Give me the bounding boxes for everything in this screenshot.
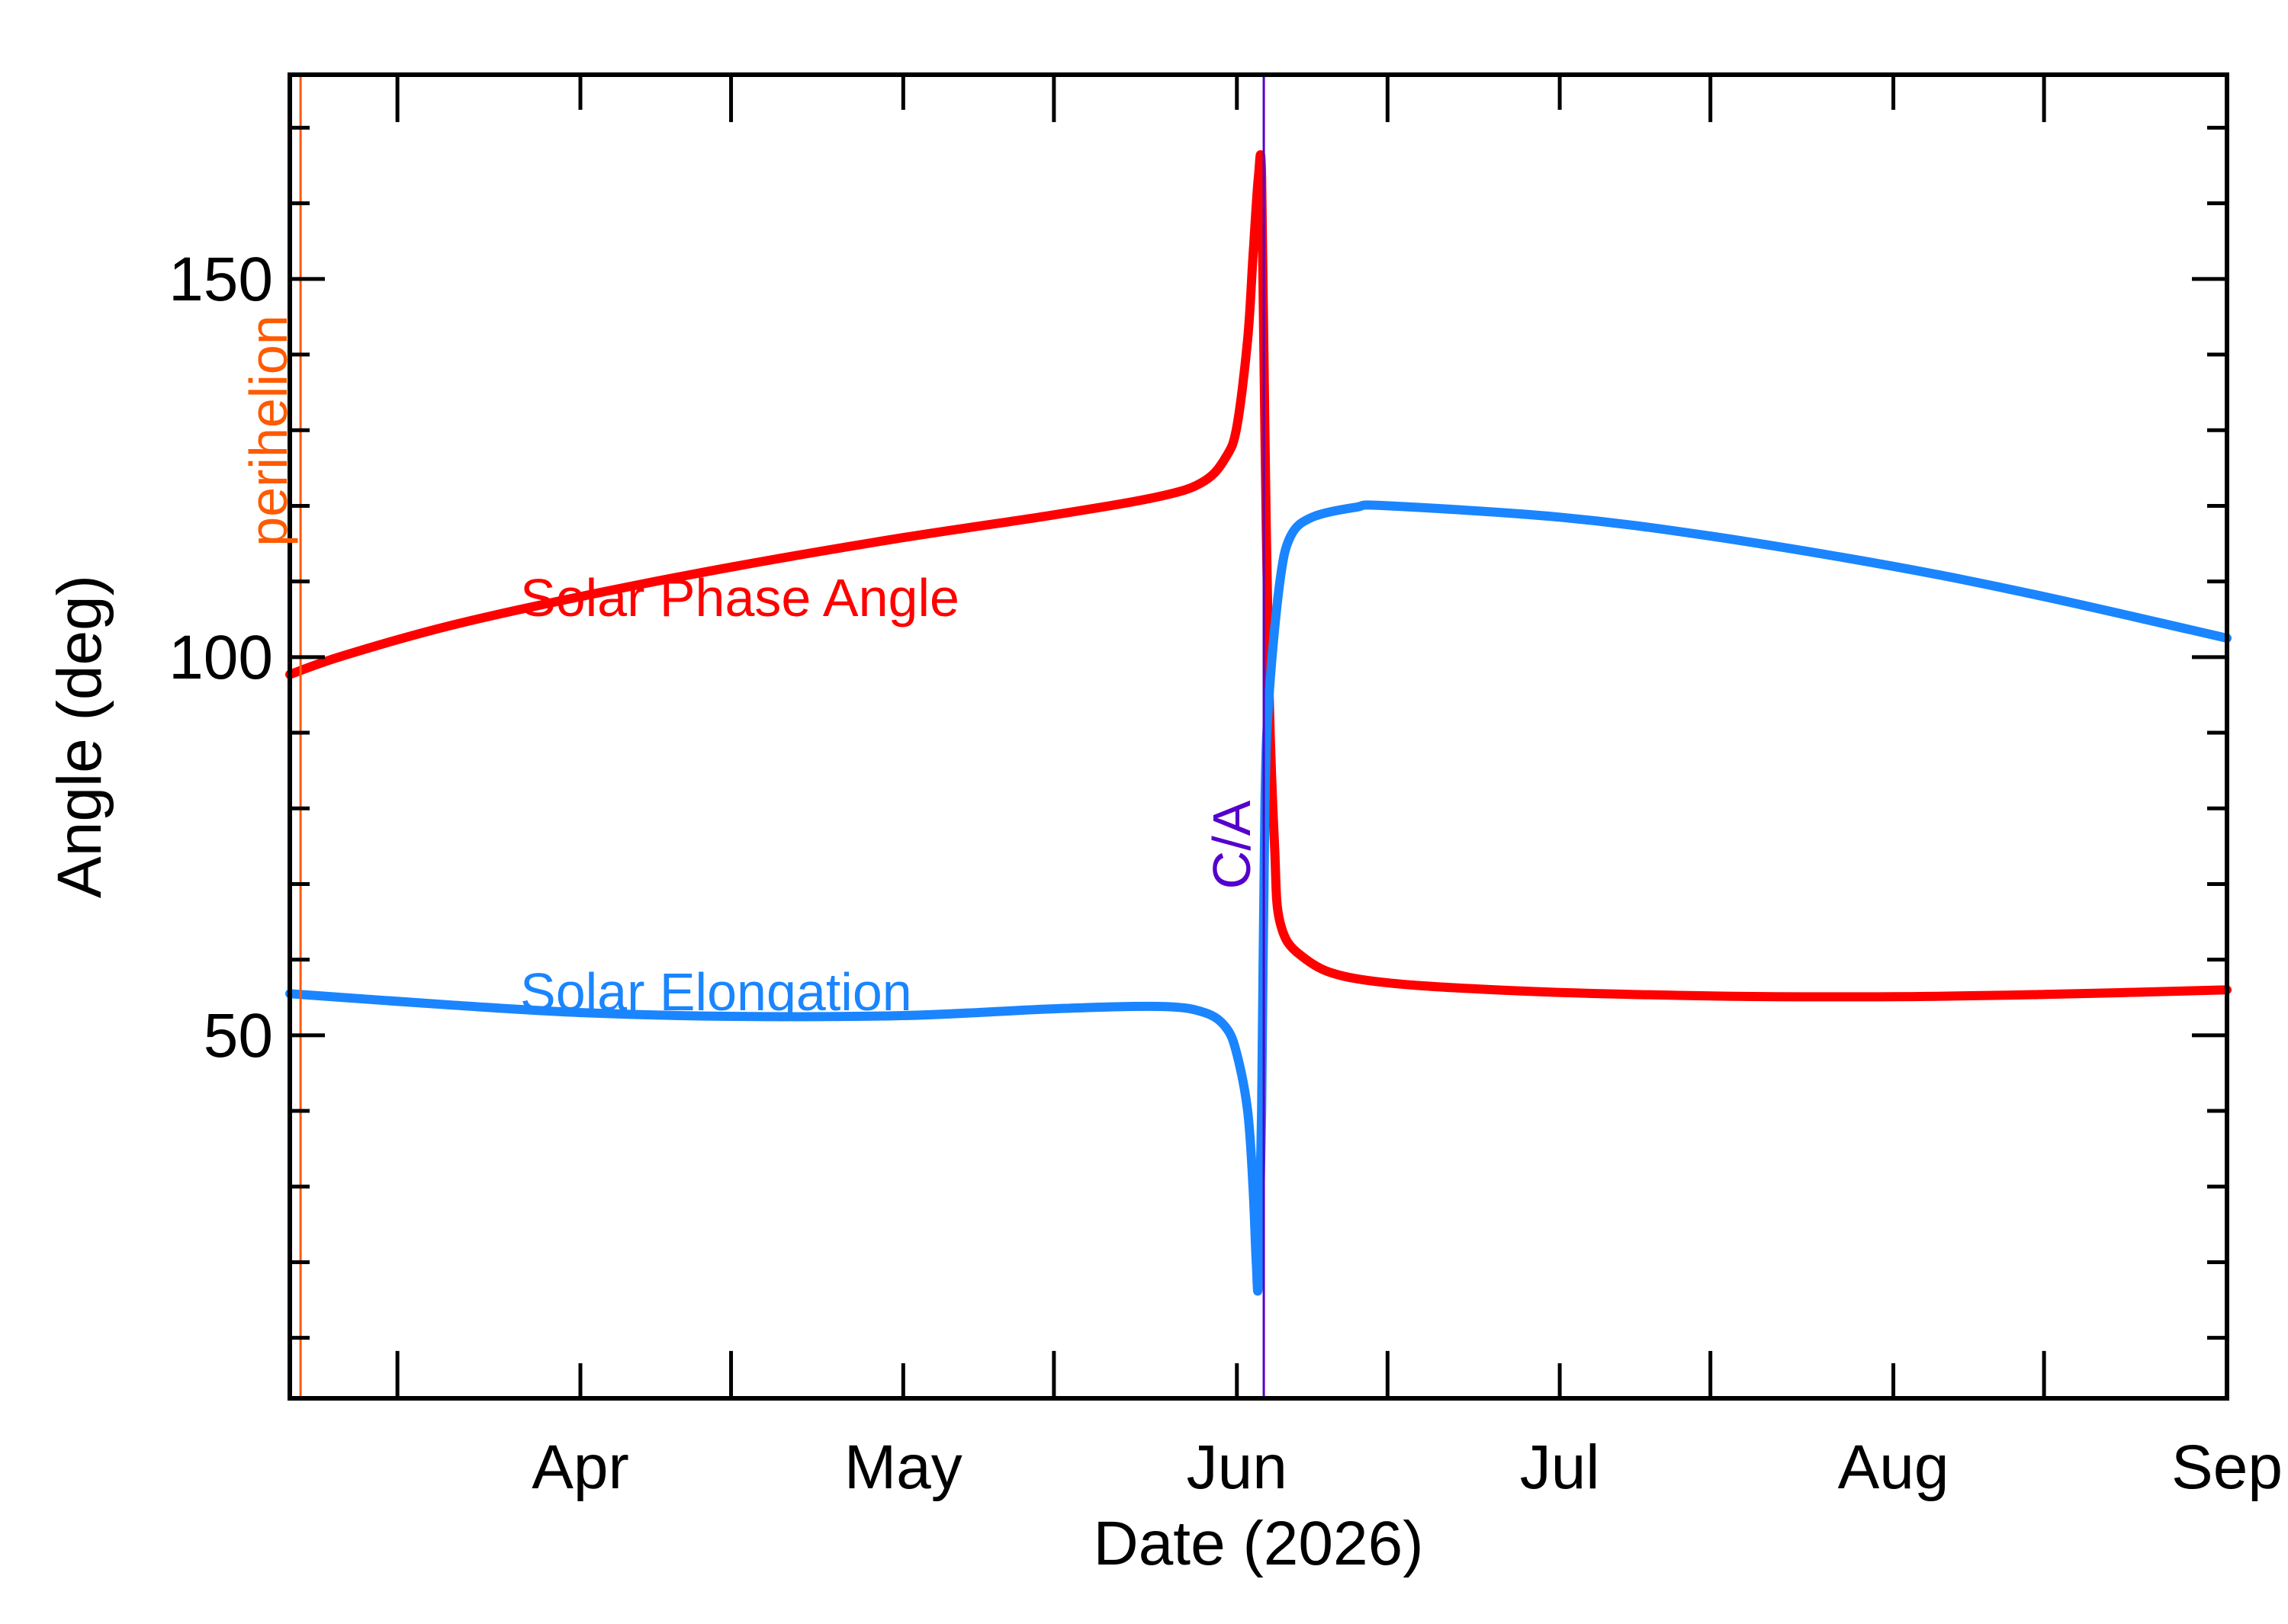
series-layer: [285, 150, 2232, 1296]
x-tick-label: Jun: [1187, 1433, 1287, 1502]
x-axis-title: Date (2026): [1093, 1509, 1423, 1578]
tick-label-layer: Apr May Jun Jul Aug Sep 50 100 150: [169, 245, 2283, 1502]
x-tick-label: Jul: [1520, 1433, 1600, 1502]
series-line-solar-elongation: [285, 500, 2232, 1296]
closest-approach-label: C/A: [1202, 800, 1261, 889]
tick-layer: [290, 75, 2229, 1398]
reference-lines: [299, 75, 1265, 1398]
series-label-solar-phase-angle: Solar Phase Angle: [520, 568, 959, 627]
y-tick-label: 50: [204, 1001, 273, 1070]
y-tick-label: 150: [169, 245, 273, 314]
plot-frame: [288, 72, 2229, 1401]
x-tick-label: May: [844, 1433, 962, 1502]
series-line-solar-phase-angle: [285, 150, 2232, 1002]
x-tick-label: Aug: [1838, 1433, 1949, 1502]
x-tick-label: Sep: [2171, 1433, 2283, 1502]
y-tick-label: 100: [169, 623, 273, 692]
x-tick-label: Apr: [532, 1433, 629, 1502]
series-label-solar-elongation: Solar Elongation: [520, 962, 912, 1022]
perihelion-label: perihelion: [239, 315, 298, 547]
y-axis-title: Angle (deg): [45, 575, 114, 898]
